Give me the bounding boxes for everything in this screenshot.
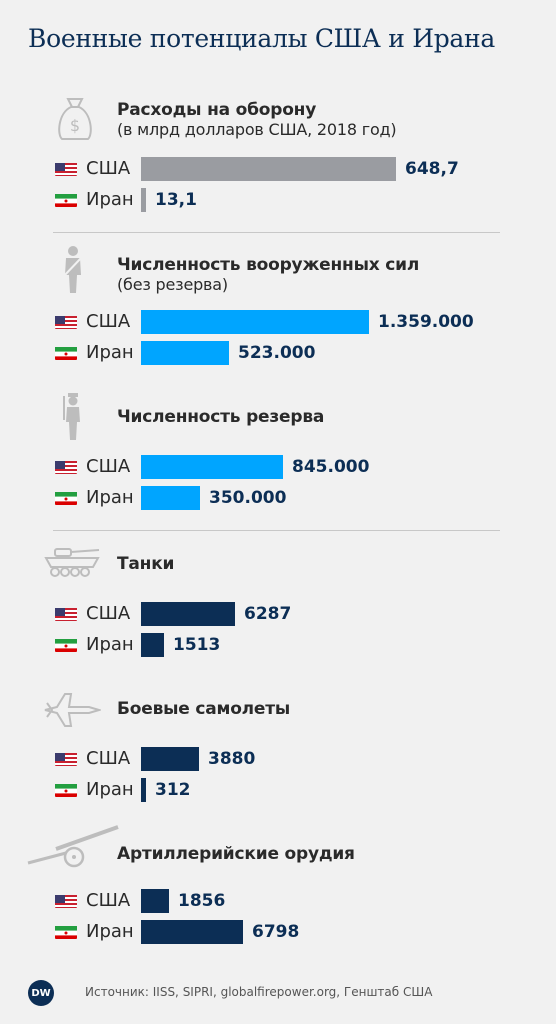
category-label: Иран — [86, 342, 134, 363]
iran-flag-icon — [55, 638, 77, 652]
bar — [141, 157, 396, 181]
money-bag-icon: $ — [54, 95, 96, 147]
section-subtitle: (без резерва) — [117, 275, 228, 294]
data-label: 1513 — [173, 635, 221, 655]
iran-flag-icon — [55, 193, 77, 207]
bar — [141, 310, 369, 334]
us-flag-icon — [55, 894, 77, 908]
section-divider — [53, 530, 500, 531]
category-label: Иран — [86, 189, 134, 210]
us-flag-icon — [55, 752, 77, 766]
section-title: Танки — [117, 554, 175, 574]
category-label: США — [86, 158, 131, 179]
iran-flag-icon — [55, 783, 77, 797]
category-label: США — [86, 748, 131, 769]
section-title: Артиллерийские орудия — [117, 844, 355, 864]
category-label: Иран — [86, 487, 134, 508]
soldier-icon — [60, 245, 86, 299]
section-divider — [53, 232, 500, 233]
section-title: Численность вооруженных сил — [117, 255, 420, 275]
bar-row: США 845.000 — [0, 455, 556, 479]
bar — [141, 341, 229, 365]
bar-row: Иран 1513 — [0, 633, 556, 657]
category-label: США — [86, 311, 131, 332]
bar-row: Иран 350.000 — [0, 486, 556, 510]
data-label: 13,1 — [155, 190, 197, 210]
section-title: Расходы на оборону — [117, 100, 317, 120]
category-label: Иран — [86, 921, 134, 942]
bar-row: Иран 6798 — [0, 920, 556, 944]
data-label: 1.359.000 — [378, 312, 474, 332]
data-label: 6287 — [244, 604, 292, 624]
data-label: 648,7 — [405, 159, 459, 179]
bar — [141, 188, 146, 212]
us-flag-icon — [55, 607, 77, 621]
data-label: 1856 — [178, 891, 226, 911]
soldier-reserve-icon — [60, 392, 86, 446]
tank-icon — [43, 545, 101, 583]
bar — [141, 920, 243, 944]
data-label: 312 — [155, 780, 191, 800]
svg-text:$: $ — [70, 116, 80, 135]
source-note: Источник: IISS, SIPRI, globalfirepower.o… — [85, 985, 433, 999]
section-title: Боевые самолеты — [117, 699, 291, 719]
bar — [141, 633, 164, 657]
us-flag-icon — [55, 460, 77, 474]
data-label: 350.000 — [209, 488, 287, 508]
bar-row: США 1856 — [0, 889, 556, 913]
category-label: Иран — [86, 779, 134, 800]
data-label: 523.000 — [238, 343, 316, 363]
bar — [141, 486, 200, 510]
us-flag-icon — [55, 162, 77, 176]
data-label: 3880 — [208, 749, 256, 769]
bar — [141, 455, 283, 479]
bar-row: США 1.359.000 — [0, 310, 556, 334]
data-label: 6798 — [252, 922, 300, 942]
category-label: Иран — [86, 634, 134, 655]
data-label: 845.000 — [292, 457, 370, 477]
category-label: США — [86, 456, 131, 477]
bar — [141, 602, 235, 626]
bar — [141, 889, 169, 913]
bar-row: Иран 312 — [0, 778, 556, 802]
dw-logo-text: DW — [31, 987, 51, 999]
bar-row: США 648,7 — [0, 157, 556, 181]
category-label: США — [86, 890, 131, 911]
bar-row: Иран 13,1 — [0, 188, 556, 212]
section-title: Численность резерва — [117, 407, 325, 427]
bar-row: США 6287 — [0, 602, 556, 626]
section-subtitle: (в млрд долларов США, 2018 год) — [117, 120, 397, 139]
iran-flag-icon — [55, 346, 77, 360]
bar — [141, 747, 199, 771]
us-flag-icon — [55, 315, 77, 329]
iran-flag-icon — [55, 491, 77, 505]
iran-flag-icon — [55, 925, 77, 939]
category-label: США — [86, 603, 131, 624]
artillery-icon — [26, 825, 120, 873]
bar-row: Иран 523.000 — [0, 341, 556, 365]
page-title: Военные потенциалы США и Ирана — [28, 24, 495, 53]
dw-logo: DW — [28, 980, 54, 1006]
bar — [141, 778, 146, 802]
fighter-jet-icon — [43, 690, 103, 734]
bar-row: США 3880 — [0, 747, 556, 771]
